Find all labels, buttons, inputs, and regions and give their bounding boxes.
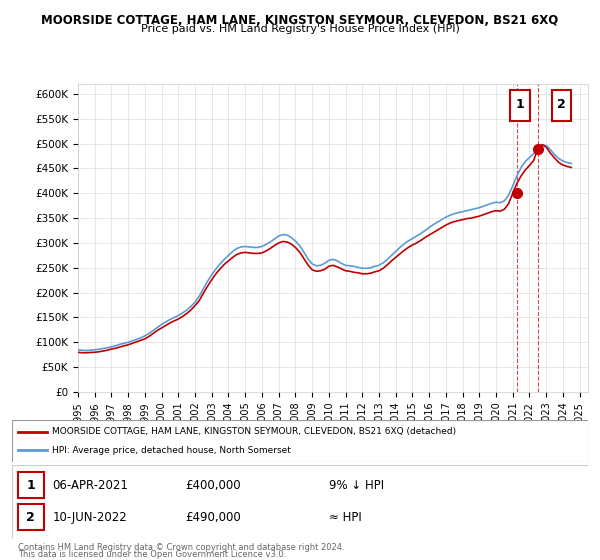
Text: MOORSIDE COTTAGE, HAM LANE, KINGSTON SEYMOUR, CLEVEDON, BS21 6XQ (detached): MOORSIDE COTTAGE, HAM LANE, KINGSTON SEY… [52, 427, 457, 436]
Text: HPI: Average price, detached house, North Somerset: HPI: Average price, detached house, Nort… [52, 446, 291, 455]
Text: 06-APR-2021: 06-APR-2021 [52, 479, 128, 492]
FancyBboxPatch shape [12, 420, 588, 462]
Text: ≈ HPI: ≈ HPI [329, 511, 362, 524]
FancyBboxPatch shape [551, 90, 571, 121]
Text: 1: 1 [515, 97, 524, 110]
FancyBboxPatch shape [18, 504, 44, 530]
FancyBboxPatch shape [18, 472, 44, 498]
Text: £490,000: £490,000 [185, 511, 241, 524]
Text: 1: 1 [26, 479, 35, 492]
Text: Price paid vs. HM Land Registry's House Price Index (HPI): Price paid vs. HM Land Registry's House … [140, 24, 460, 34]
FancyBboxPatch shape [511, 90, 530, 121]
Text: This data is licensed under the Open Government Licence v3.0.: This data is licensed under the Open Gov… [18, 550, 286, 559]
Text: £400,000: £400,000 [185, 479, 241, 492]
Text: MOORSIDE COTTAGE, HAM LANE, KINGSTON SEYMOUR, CLEVEDON, BS21 6XQ: MOORSIDE COTTAGE, HAM LANE, KINGSTON SEY… [41, 14, 559, 27]
Text: 2: 2 [557, 97, 566, 110]
Text: 10-JUN-2022: 10-JUN-2022 [52, 511, 127, 524]
FancyBboxPatch shape [12, 465, 588, 538]
Text: Contains HM Land Registry data © Crown copyright and database right 2024.: Contains HM Land Registry data © Crown c… [18, 543, 344, 552]
Text: 9% ↓ HPI: 9% ↓ HPI [329, 479, 384, 492]
Text: 2: 2 [26, 511, 35, 524]
